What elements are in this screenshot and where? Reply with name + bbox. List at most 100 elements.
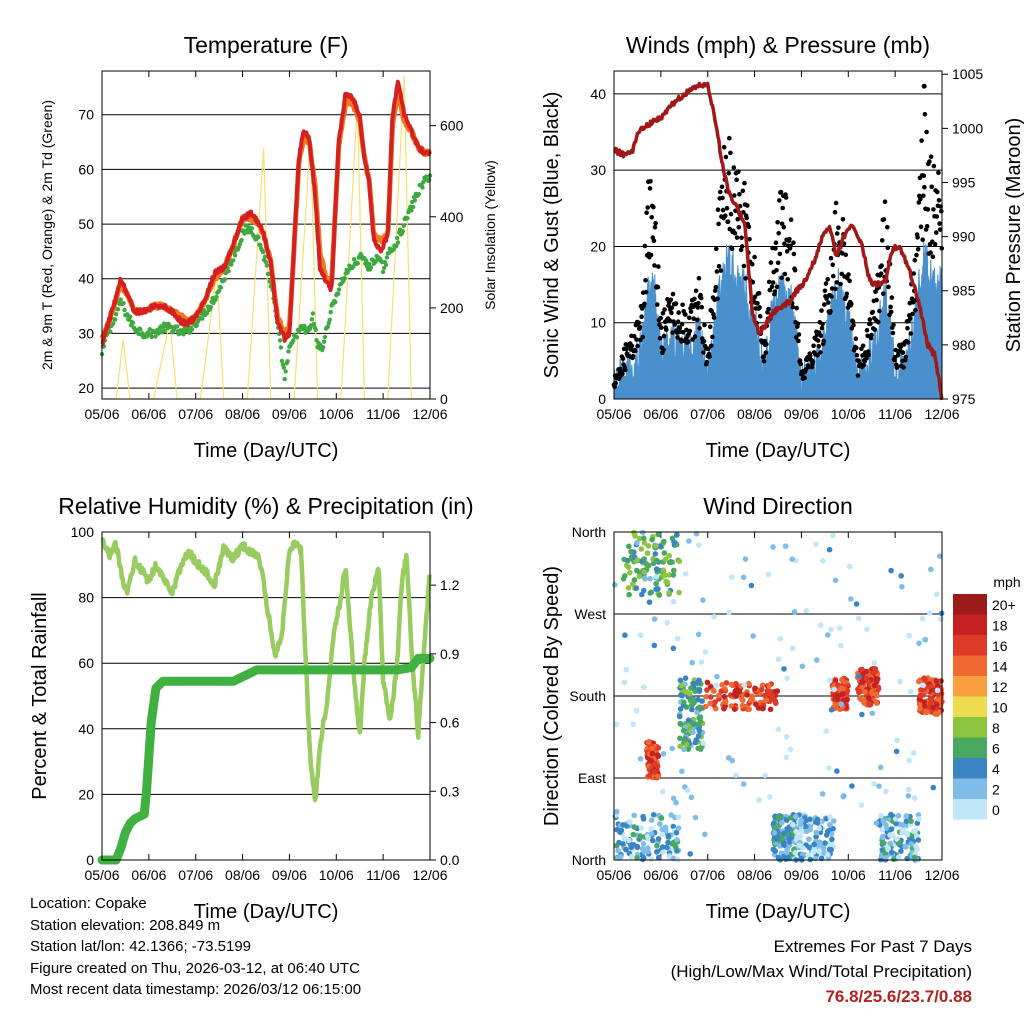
- gust-point: [669, 305, 675, 311]
- x-tick-label: 10/06: [319, 867, 354, 883]
- gust-point: [744, 215, 749, 221]
- direction-point: [826, 546, 833, 553]
- dewpoint-point: [156, 331, 161, 336]
- colorbar-swatch: [953, 676, 987, 697]
- direction-point: [637, 756, 644, 762]
- gust-point: [675, 335, 680, 340]
- gust-point: [757, 305, 762, 310]
- direction-point: [662, 824, 669, 831]
- gust-point: [757, 314, 763, 319]
- direction-point: [804, 828, 810, 835]
- gust-point: [818, 333, 824, 339]
- direction-point: [686, 691, 693, 697]
- direction-point: [796, 842, 802, 849]
- direction-point: [662, 556, 669, 563]
- direction-point: [830, 532, 836, 539]
- direction-point: [627, 819, 633, 825]
- direction-point: [654, 752, 661, 758]
- direction-point: [760, 705, 766, 712]
- created-text: Figure created on Thu, 2026-03-12, at 06…: [30, 959, 360, 977]
- dewpoint-series: [99, 173, 433, 382]
- direction-point: [744, 692, 750, 698]
- direction-point: [872, 668, 879, 675]
- dewpoint-point: [380, 269, 386, 275]
- gust-point: [822, 288, 828, 294]
- gust-point: [720, 195, 725, 201]
- direction-point: [895, 854, 902, 861]
- direction-point: [805, 852, 811, 858]
- direction-point: [665, 839, 671, 846]
- chart-title: Temperature (F): [184, 32, 349, 58]
- direction-point: [626, 543, 632, 550]
- gust-point: [701, 350, 706, 355]
- y-tick-label: 20: [78, 380, 94, 396]
- x-tick-label: 08/06: [737, 867, 772, 883]
- gust-point: [642, 243, 648, 249]
- direction-point: [733, 772, 739, 779]
- gust-point: [647, 186, 653, 191]
- gust-point: [746, 224, 752, 229]
- direction-point: [640, 684, 647, 691]
- direction-point: [894, 737, 900, 744]
- gust-point: [694, 317, 700, 323]
- gust-point: [825, 277, 830, 282]
- gust-point: [774, 268, 779, 273]
- y2-tick-label: 600: [440, 118, 464, 134]
- y2-axis-label: Solar Insolation (Yellow): [482, 160, 498, 310]
- gust-point: [770, 280, 776, 285]
- direction-point: [806, 836, 812, 842]
- y-tick-label: 80: [78, 590, 94, 606]
- direction-point: [655, 531, 661, 538]
- gust-point: [936, 170, 941, 175]
- direction-point: [775, 726, 782, 733]
- direction-point: [857, 688, 863, 695]
- direction-point: [770, 544, 776, 550]
- gust-point: [763, 350, 769, 356]
- direction-point: [902, 843, 908, 850]
- direction-point: [763, 697, 770, 703]
- gust-point: [908, 316, 913, 321]
- y-tick-label: 10: [590, 315, 606, 331]
- x-tick-label: 06/06: [131, 867, 166, 883]
- direction-point: [698, 659, 705, 665]
- direction-point: [827, 822, 833, 828]
- y2-tick-label: 990: [952, 229, 976, 245]
- direction-point: [875, 686, 882, 692]
- dewpoint-point: [309, 317, 315, 322]
- chart-title: Wind Direction: [703, 493, 853, 519]
- direction-point: [871, 781, 877, 787]
- y-tick-label: 60: [78, 161, 94, 177]
- direction-point: [855, 615, 862, 622]
- gust-point: [697, 326, 702, 331]
- gust-point: [644, 210, 649, 215]
- direction-point: [634, 844, 641, 851]
- direction-point: [666, 553, 672, 559]
- direction-point: [714, 673, 720, 680]
- direction-point: [883, 855, 889, 861]
- gust-point: [648, 179, 653, 184]
- y2-tick-label: 0.0: [440, 852, 460, 868]
- direction-point: [628, 548, 634, 555]
- gust-point: [816, 343, 821, 349]
- y2-tick-label: 1.2: [440, 577, 460, 593]
- gust-point: [937, 221, 942, 226]
- elevation-text: Station elevation: 208.849 m: [30, 916, 221, 934]
- gust-point: [696, 275, 702, 281]
- gust-point: [834, 280, 839, 285]
- two-m-temp-line: [100, 79, 432, 346]
- direction-point: [880, 840, 887, 847]
- gust-point: [809, 364, 815, 370]
- direction-point: [646, 772, 653, 779]
- gust-point: [642, 301, 647, 307]
- gust-point: [794, 305, 799, 311]
- gust-point: [716, 264, 722, 269]
- x-axis-label: Time (Day/UTC): [194, 901, 339, 923]
- direction-point: [631, 529, 637, 536]
- direction-point: [670, 823, 677, 830]
- gust-point: [716, 221, 721, 227]
- direction-point: [787, 746, 794, 753]
- direction-point: [783, 849, 790, 856]
- gust-max-point: [921, 83, 927, 89]
- gust-point: [739, 235, 744, 241]
- dewpoint-point: [264, 263, 270, 268]
